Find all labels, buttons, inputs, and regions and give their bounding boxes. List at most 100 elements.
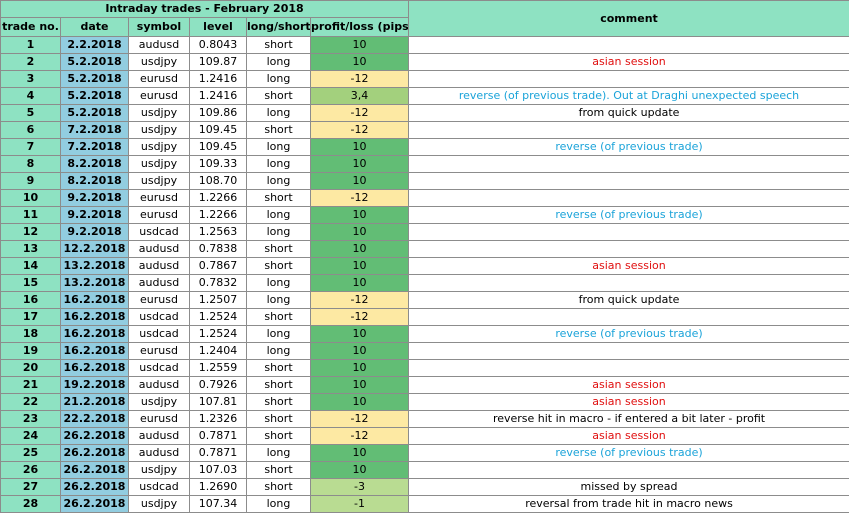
cell-comment[interactable]: reverse hit in macro - if entered a bit …	[408, 410, 849, 428]
cell-level[interactable]: 1.2524	[189, 308, 247, 326]
cell-trade-no[interactable]: 9	[0, 172, 61, 190]
cell-level[interactable]: 0.7832	[189, 274, 247, 292]
cell-long-short[interactable]: short	[246, 427, 311, 445]
cell-profit-loss[interactable]: 10	[309, 376, 410, 394]
cell-profit-loss[interactable]: 10	[309, 359, 410, 377]
cell-profit-loss[interactable]: -3	[309, 478, 410, 496]
cell-level[interactable]: 1.2404	[189, 342, 247, 360]
cell-profit-loss[interactable]: -12	[309, 308, 410, 326]
cell-symbol[interactable]: eurusd	[128, 189, 190, 207]
cell-level[interactable]: 0.7926	[189, 376, 247, 394]
cell-symbol[interactable]: usdcad	[128, 223, 190, 241]
cell-comment[interactable]	[408, 359, 849, 377]
cell-symbol[interactable]: audusd	[128, 240, 190, 258]
cell-date[interactable]: 5.2.2018	[60, 70, 129, 88]
cell-long-short[interactable]: short	[246, 461, 311, 479]
column-header-trade-no[interactable]: trade no.	[0, 17, 61, 37]
cell-symbol[interactable]: usdcad	[128, 325, 190, 343]
cell-comment[interactable]: asian session	[408, 376, 849, 394]
cell-trade-no[interactable]: 26	[0, 461, 61, 479]
cell-date[interactable]: 7.2.2018	[60, 121, 129, 139]
cell-trade-no[interactable]: 14	[0, 257, 61, 275]
cell-long-short[interactable]: short	[246, 308, 311, 326]
cell-comment[interactable]	[408, 308, 849, 326]
cell-symbol[interactable]: usdcad	[128, 308, 190, 326]
cell-comment[interactable]	[408, 121, 849, 139]
cell-profit-loss[interactable]: 10	[309, 36, 410, 54]
cell-trade-no[interactable]: 18	[0, 325, 61, 343]
cell-symbol[interactable]: audusd	[128, 274, 190, 292]
cell-profit-loss[interactable]: 10	[309, 138, 410, 156]
cell-date[interactable]: 5.2.2018	[60, 53, 129, 71]
cell-profit-loss[interactable]: 10	[309, 53, 410, 71]
cell-long-short[interactable]: long	[246, 223, 311, 241]
cell-trade-no[interactable]: 11	[0, 206, 61, 224]
cell-date[interactable]: 8.2.2018	[60, 155, 129, 173]
cell-profit-loss[interactable]: 3,4	[309, 87, 410, 105]
cell-level[interactable]: 0.7871	[189, 444, 247, 462]
cell-level[interactable]: 109.86	[189, 104, 247, 122]
cell-date[interactable]: 19.2.2018	[60, 376, 129, 394]
cell-long-short[interactable]: short	[246, 87, 311, 105]
cell-date[interactable]: 16.2.2018	[60, 325, 129, 343]
cell-long-short[interactable]: short	[246, 376, 311, 394]
cell-trade-no[interactable]: 8	[0, 155, 61, 173]
cell-trade-no[interactable]: 22	[0, 393, 61, 411]
cell-trade-no[interactable]: 16	[0, 291, 61, 309]
cell-comment[interactable]	[408, 274, 849, 292]
cell-symbol[interactable]: audusd	[128, 257, 190, 275]
cell-symbol[interactable]: eurusd	[128, 206, 190, 224]
cell-symbol[interactable]: audusd	[128, 444, 190, 462]
cell-profit-loss[interactable]: 10	[309, 393, 410, 411]
cell-long-short[interactable]: long	[246, 53, 311, 71]
cell-date[interactable]: 13.2.2018	[60, 257, 129, 275]
cell-level[interactable]: 107.03	[189, 461, 247, 479]
cell-trade-no[interactable]: 13	[0, 240, 61, 258]
cell-date[interactable]: 26.2.2018	[60, 444, 129, 462]
cell-level[interactable]: 1.2524	[189, 325, 247, 343]
cell-date[interactable]: 26.2.2018	[60, 495, 129, 513]
cell-long-short[interactable]: long	[246, 274, 311, 292]
cell-comment[interactable]	[408, 240, 849, 258]
cell-long-short[interactable]: short	[246, 36, 311, 54]
cell-long-short[interactable]: short	[246, 257, 311, 275]
cell-trade-no[interactable]: 21	[0, 376, 61, 394]
cell-level[interactable]: 1.2559	[189, 359, 247, 377]
cell-level[interactable]: 109.45	[189, 138, 247, 156]
cell-level[interactable]: 109.45	[189, 121, 247, 139]
cell-long-short[interactable]: long	[246, 104, 311, 122]
cell-comment[interactable]: asian session	[408, 427, 849, 445]
cell-date[interactable]: 16.2.2018	[60, 342, 129, 360]
cell-profit-loss[interactable]: 10	[309, 206, 410, 224]
cell-date[interactable]: 12.2.2018	[60, 240, 129, 258]
cell-long-short[interactable]: short	[246, 189, 311, 207]
cell-profit-loss[interactable]: 10	[309, 240, 410, 258]
cell-long-short[interactable]: short	[246, 393, 311, 411]
cell-long-short[interactable]: long	[246, 291, 311, 309]
cell-symbol[interactable]: usdcad	[128, 478, 190, 496]
cell-long-short[interactable]: long	[246, 206, 311, 224]
cell-comment[interactable]: reversal from trade hit in macro news	[408, 495, 849, 513]
cell-level[interactable]: 0.7871	[189, 427, 247, 445]
cell-profit-loss[interactable]: 10	[309, 274, 410, 292]
cell-profit-loss[interactable]: 10	[309, 325, 410, 343]
cell-long-short[interactable]: long	[246, 495, 311, 513]
cell-long-short[interactable]: long	[246, 325, 311, 343]
cell-level[interactable]: 1.2326	[189, 410, 247, 428]
cell-comment[interactable]	[408, 189, 849, 207]
cell-symbol[interactable]: usdjpy	[128, 155, 190, 173]
cell-level[interactable]: 1.2416	[189, 87, 247, 105]
cell-trade-no[interactable]: 19	[0, 342, 61, 360]
cell-level[interactable]: 1.2507	[189, 291, 247, 309]
cell-level[interactable]: 1.2563	[189, 223, 247, 241]
cell-symbol[interactable]: audusd	[128, 376, 190, 394]
cell-comment[interactable]: reverse (of previous trade)	[408, 206, 849, 224]
cell-long-short[interactable]: long	[246, 444, 311, 462]
cell-symbol[interactable]: audusd	[128, 427, 190, 445]
column-header-date[interactable]: date	[60, 17, 129, 37]
cell-profit-loss[interactable]: -12	[309, 70, 410, 88]
cell-comment[interactable]: reverse (of previous trade)	[408, 325, 849, 343]
cell-trade-no[interactable]: 10	[0, 189, 61, 207]
cell-comment[interactable]: missed by spread	[408, 478, 849, 496]
column-header-long-short[interactable]: long/short	[246, 17, 311, 37]
